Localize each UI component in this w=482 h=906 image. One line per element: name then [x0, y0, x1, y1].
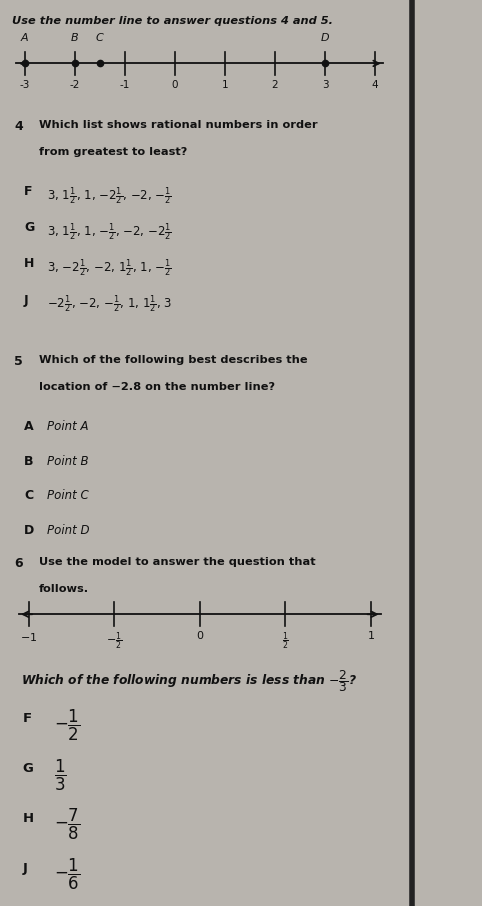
Text: J: J — [23, 862, 27, 874]
Text: Which of the following best describes the: Which of the following best describes th… — [39, 355, 308, 365]
Text: location of −2.8 on the number line?: location of −2.8 on the number line? — [39, 382, 275, 392]
Text: 3, $-$2$\frac{1}{2}$, $-$2, 1$\frac{1}{2}$, 1, $-\frac{1}{2}$: 3, $-$2$\frac{1}{2}$, $-$2, 1$\frac{1}{2… — [47, 257, 172, 279]
Text: C: C — [24, 489, 33, 502]
Text: F: F — [24, 185, 32, 198]
Text: B: B — [24, 455, 33, 467]
Text: H: H — [24, 257, 34, 270]
Text: follows.: follows. — [39, 584, 89, 594]
Text: 0: 0 — [172, 80, 178, 90]
Text: 1: 1 — [222, 80, 228, 90]
Text: $-$2$\frac{1}{2}$, $-$2, $-\frac{1}{2}$, 1, 1$\frac{1}{2}$, 3: $-$2$\frac{1}{2}$, $-$2, $-\frac{1}{2}$,… — [47, 294, 173, 315]
Text: Use the model to answer the question that: Use the model to answer the question tha… — [39, 557, 316, 567]
Text: C: C — [96, 34, 104, 43]
Text: D: D — [24, 524, 34, 536]
Text: B: B — [71, 34, 79, 43]
Text: 3, 1$\frac{1}{2}$, 1, $-\frac{1}{2}$, $-$2, $-$2$\frac{1}{2}$: 3, 1$\frac{1}{2}$, 1, $-\frac{1}{2}$, $-… — [47, 221, 172, 243]
Text: D: D — [321, 34, 329, 43]
Text: from greatest to least?: from greatest to least? — [39, 147, 187, 157]
Text: $-\dfrac{7}{8}$: $-\dfrac{7}{8}$ — [54, 807, 80, 843]
Text: 3, 1$\frac{1}{2}$, 1, $-$2$\frac{1}{2}$, $-$2, $-\frac{1}{2}$: 3, 1$\frac{1}{2}$, 1, $-$2$\frac{1}{2}$,… — [47, 185, 172, 207]
Text: 2: 2 — [272, 80, 278, 90]
Text: -3: -3 — [20, 80, 30, 90]
Text: Point A: Point A — [47, 420, 89, 433]
Text: $-\frac{1}{2}$: $-\frac{1}{2}$ — [106, 631, 122, 652]
Text: J: J — [24, 294, 28, 306]
Text: 6: 6 — [14, 557, 23, 570]
Text: Point D: Point D — [47, 524, 90, 536]
Text: $\dfrac{1}{3}$: $\dfrac{1}{3}$ — [54, 757, 66, 793]
Text: Which of the following numbers is less than $-\dfrac{2}{3}$?: Which of the following numbers is less t… — [21, 669, 357, 694]
Text: $-$1: $-$1 — [20, 631, 38, 642]
Text: G: G — [23, 762, 34, 775]
Text: G: G — [24, 221, 34, 234]
Text: 5: 5 — [14, 355, 23, 368]
Text: $\frac{1}{2}$: $\frac{1}{2}$ — [282, 631, 289, 652]
Text: Point B: Point B — [47, 455, 89, 467]
Text: H: H — [23, 812, 34, 824]
Text: A: A — [21, 34, 28, 43]
Text: -1: -1 — [120, 80, 130, 90]
Text: A: A — [24, 420, 34, 433]
Text: 4: 4 — [14, 120, 23, 132]
Text: Which list shows rational numbers in order: Which list shows rational numbers in ord… — [39, 120, 318, 130]
Text: 4: 4 — [372, 80, 378, 90]
Text: Use the number line to answer questions 4 and 5.: Use the number line to answer questions … — [13, 16, 334, 26]
Text: -2: -2 — [69, 80, 80, 90]
Text: F: F — [23, 712, 32, 725]
Text: $-\dfrac{1}{6}$: $-\dfrac{1}{6}$ — [54, 857, 80, 892]
Text: 0: 0 — [196, 631, 203, 641]
Text: Point C: Point C — [47, 489, 89, 502]
Text: 1: 1 — [367, 631, 375, 641]
Text: 3: 3 — [321, 80, 328, 90]
Text: $-\dfrac{1}{2}$: $-\dfrac{1}{2}$ — [54, 708, 80, 743]
